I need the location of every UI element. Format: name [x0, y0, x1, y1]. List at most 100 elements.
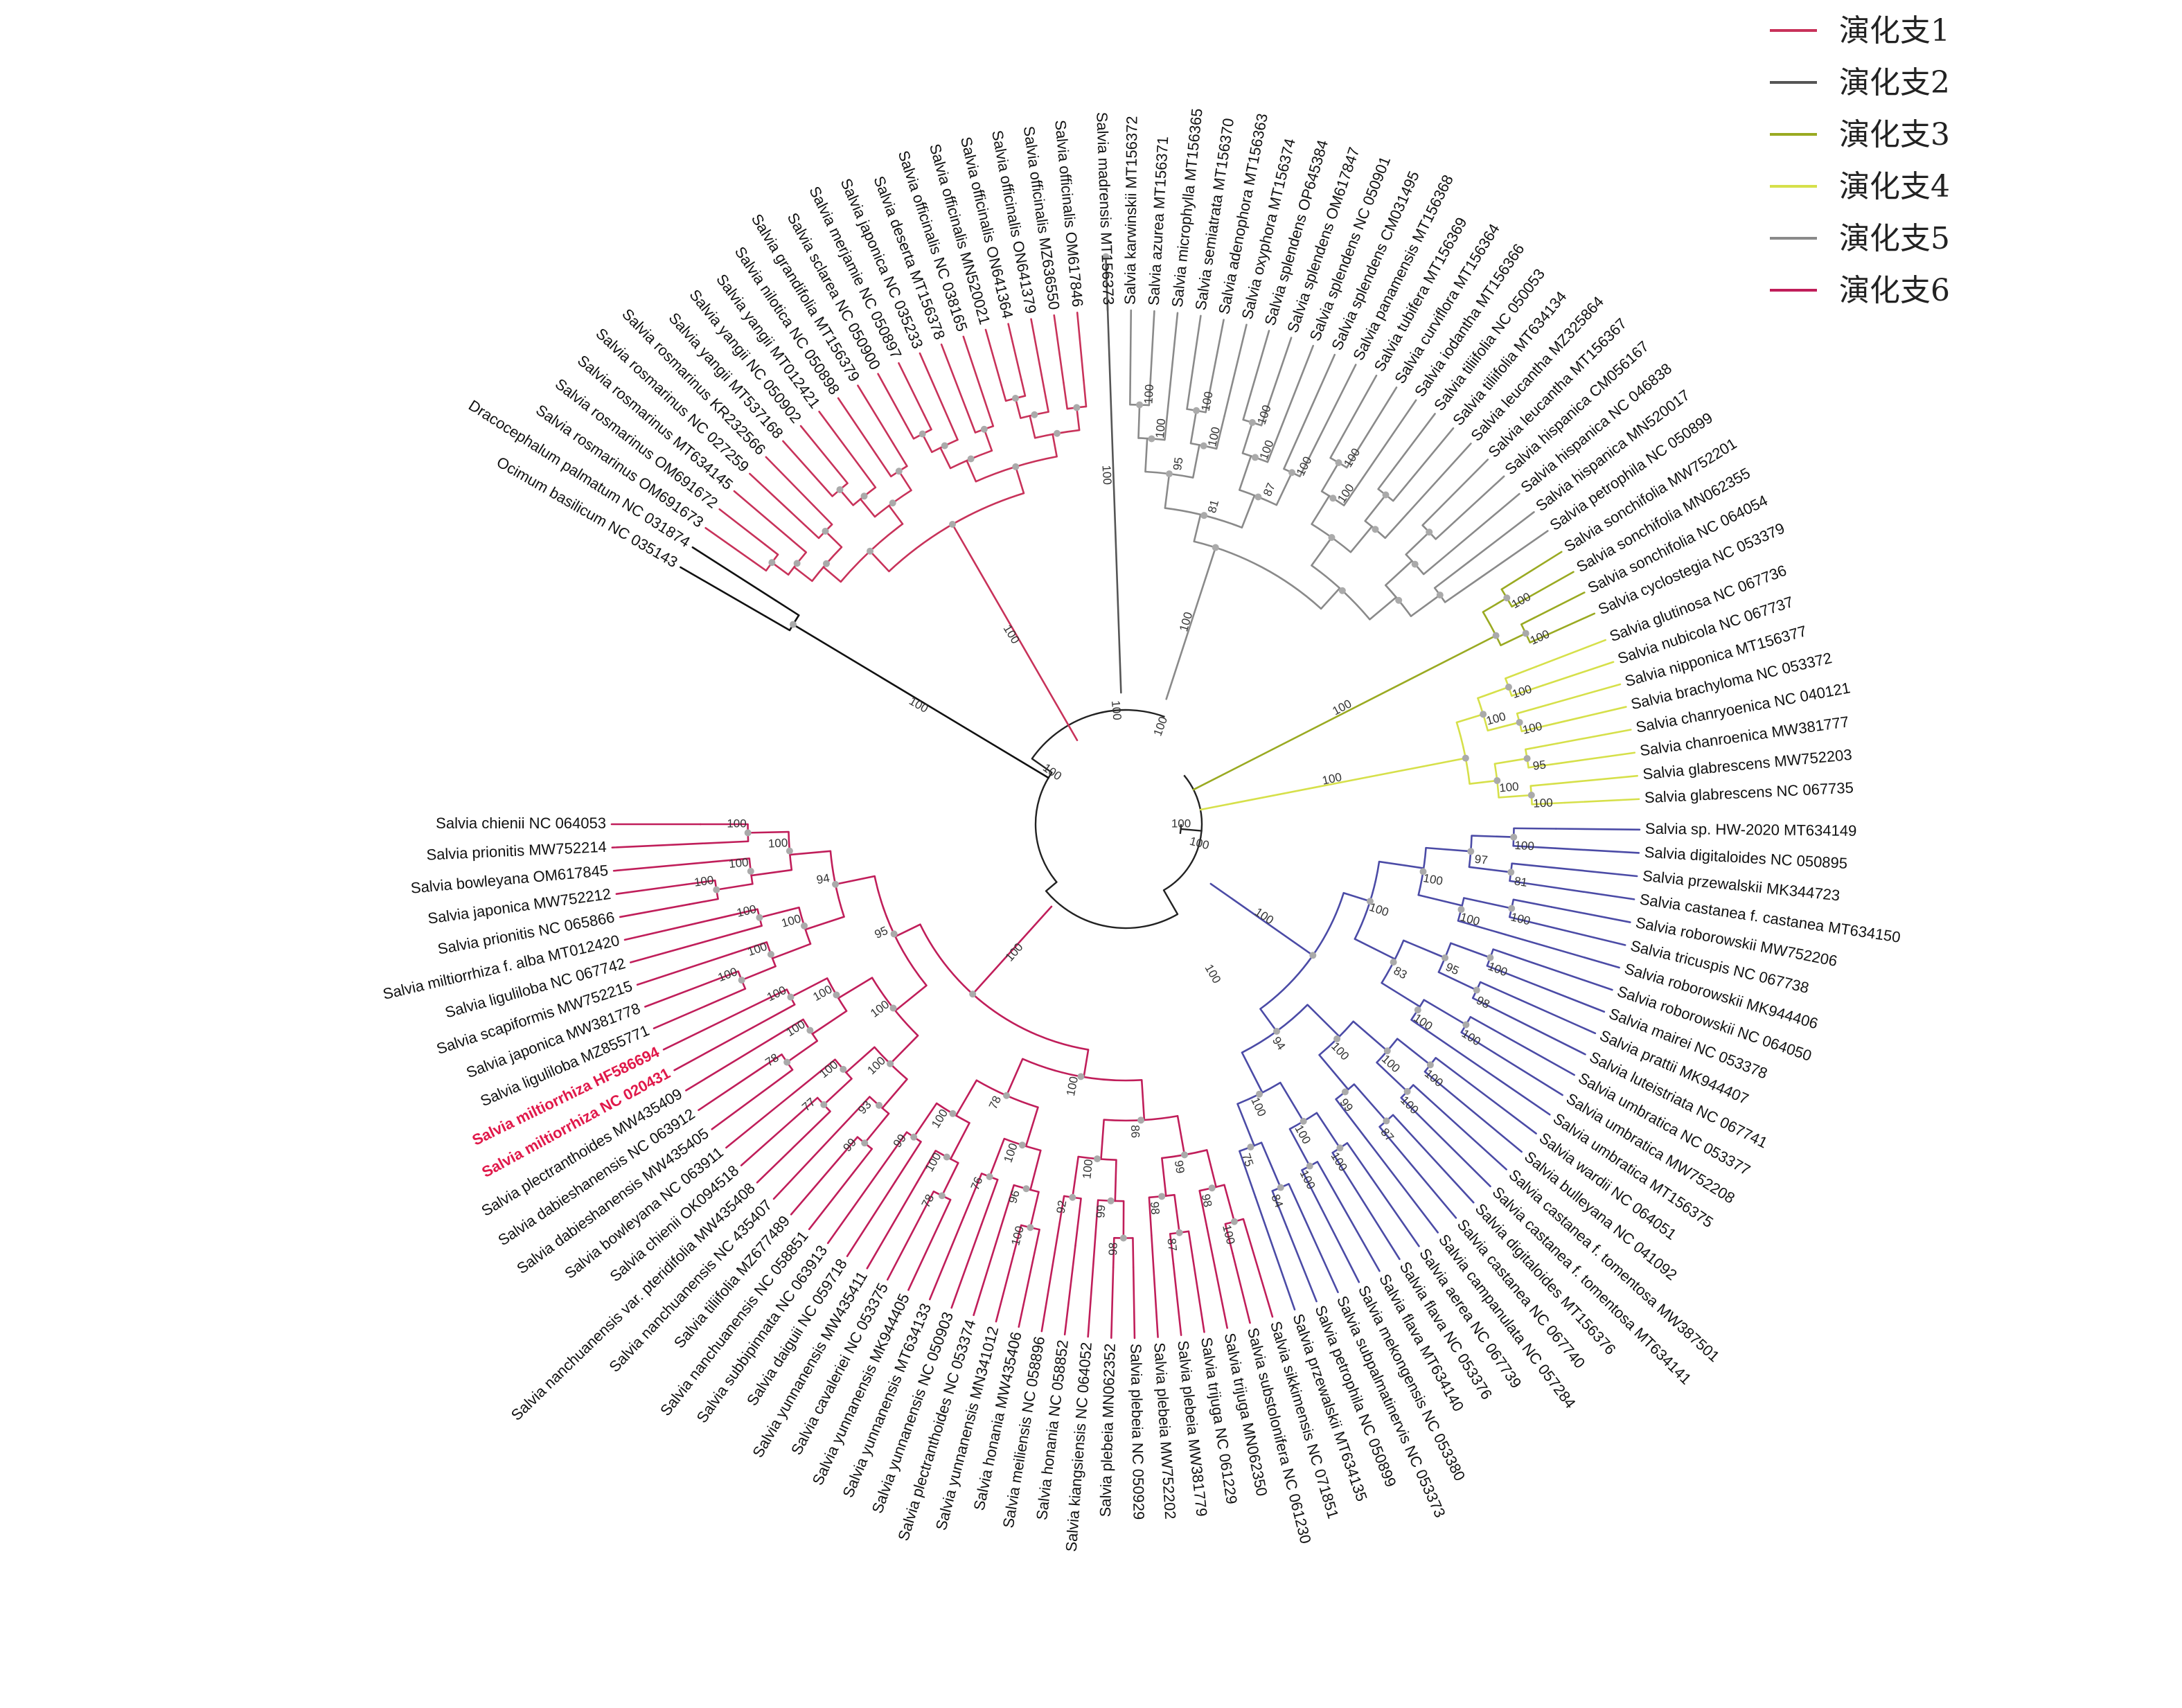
tree-node [1119, 1234, 1127, 1242]
tip-branch [1167, 312, 1179, 408]
tree-node [840, 1065, 847, 1073]
internal-branch [852, 1148, 873, 1174]
internal-branch [1482, 596, 1508, 613]
backbone-arc [1034, 772, 1058, 883]
support-value: 100 [1328, 1150, 1349, 1173]
tip-branch [886, 1216, 921, 1281]
internal-branch [888, 504, 904, 525]
tree-node [1510, 833, 1518, 841]
internal-branch [894, 923, 921, 938]
internal-branch [789, 537, 808, 553]
backbone-arc [1163, 774, 1203, 891]
tip-branch [1337, 1197, 1381, 1272]
tip-label: Salvia chienii NC 064053 [436, 815, 606, 832]
tree-node [1523, 755, 1531, 763]
support-value: 100 [1002, 1141, 1020, 1164]
tree-node [1256, 1090, 1263, 1098]
legend-label: 演化支4 [1839, 169, 1950, 204]
internal-branch [700, 840, 749, 845]
tip-branch [1030, 318, 1046, 393]
tree-node [820, 1101, 828, 1108]
internal-branch [1455, 713, 1484, 724]
tree-node [1273, 1027, 1281, 1035]
tree-node [1335, 459, 1342, 466]
tree-node [1309, 952, 1317, 959]
tip-branch [1523, 571, 1575, 601]
clade-stem [1165, 546, 1217, 700]
support-value: 100 [1297, 1168, 1318, 1191]
internal-branch [912, 1102, 938, 1138]
internal-branch [837, 977, 873, 999]
tip-branch [772, 1123, 845, 1200]
legend-label: 演化支6 [1839, 273, 1950, 308]
internal-branch [1083, 379, 1088, 408]
internal-branch [1215, 415, 1225, 450]
tip-branch [1563, 798, 1640, 804]
internal-branch [983, 428, 993, 452]
tree-node [1411, 560, 1419, 568]
internal-branch [1513, 827, 1557, 830]
internal-branch [1189, 409, 1198, 445]
internal-branch [1238, 455, 1252, 491]
internal-branch [770, 1018, 804, 1040]
tip-branch [1189, 314, 1202, 384]
internal-branch [1525, 742, 1559, 751]
tree-node [1176, 1229, 1183, 1236]
internal-branch [1241, 495, 1256, 529]
tip-branch [940, 343, 967, 409]
support-value: 100 [1203, 962, 1224, 986]
tree-node [1200, 442, 1207, 450]
tree-nodes [713, 253, 1535, 1242]
internal-branch [1260, 400, 1271, 427]
tip-label: Salvia prionitis MW752214 [426, 838, 607, 864]
support-value: 100 [1142, 384, 1156, 404]
internal-branch [1463, 897, 1513, 909]
internal-branch [1198, 1189, 1208, 1229]
internal-branch [1384, 560, 1413, 587]
tree-node [738, 977, 745, 984]
tree-node [1003, 1092, 1011, 1099]
internal-branch [1471, 835, 1515, 838]
internal-branch [1422, 552, 1450, 576]
internal-branch [1074, 1198, 1082, 1247]
internal-branch [808, 1110, 831, 1134]
clade-arc [1455, 722, 1471, 784]
clade-stem [792, 623, 1049, 779]
internal-branch [894, 984, 928, 1012]
tree-node [1383, 1047, 1391, 1055]
support-value: 95 [1171, 456, 1186, 471]
internal-branch [1345, 444, 1362, 469]
internal-branch [1029, 1149, 1042, 1191]
internal-branch [1169, 1233, 1175, 1265]
internal-branch [1505, 666, 1537, 679]
tip-branch [1542, 612, 1596, 638]
internal-branch [984, 400, 995, 427]
tree-node [1493, 776, 1501, 784]
tree-node [1414, 1006, 1421, 1014]
internal-branch [949, 1121, 970, 1160]
support-value: 87 [1261, 481, 1278, 498]
internal-branch [988, 1137, 1006, 1178]
support-value: 81 [1514, 874, 1528, 889]
tip-branch [1393, 413, 1436, 470]
internal-branch [740, 965, 777, 981]
support-value: 95 [1532, 758, 1547, 772]
tree-node [1492, 632, 1500, 639]
support-value: 87 [1165, 1238, 1180, 1252]
support-value: 98 [1474, 994, 1491, 1011]
tip-branch [1300, 353, 1336, 432]
tree-node [889, 499, 896, 507]
support-value: 100 [780, 912, 803, 930]
internal-branch [1516, 703, 1550, 715]
tip-label: Salvia azurea MT156371 [1145, 136, 1172, 306]
internal-branch [1509, 880, 1552, 889]
tip-branch [1513, 551, 1563, 583]
internal-branch [1405, 531, 1430, 555]
internal-branch [1205, 1149, 1217, 1189]
internal-branch [1353, 1083, 1387, 1122]
tree-node [1383, 1117, 1390, 1125]
tip-branch [837, 397, 878, 456]
tip-branch [1406, 443, 1472, 515]
internal-branch [1392, 479, 1411, 502]
tip-branch [1018, 1256, 1035, 1328]
